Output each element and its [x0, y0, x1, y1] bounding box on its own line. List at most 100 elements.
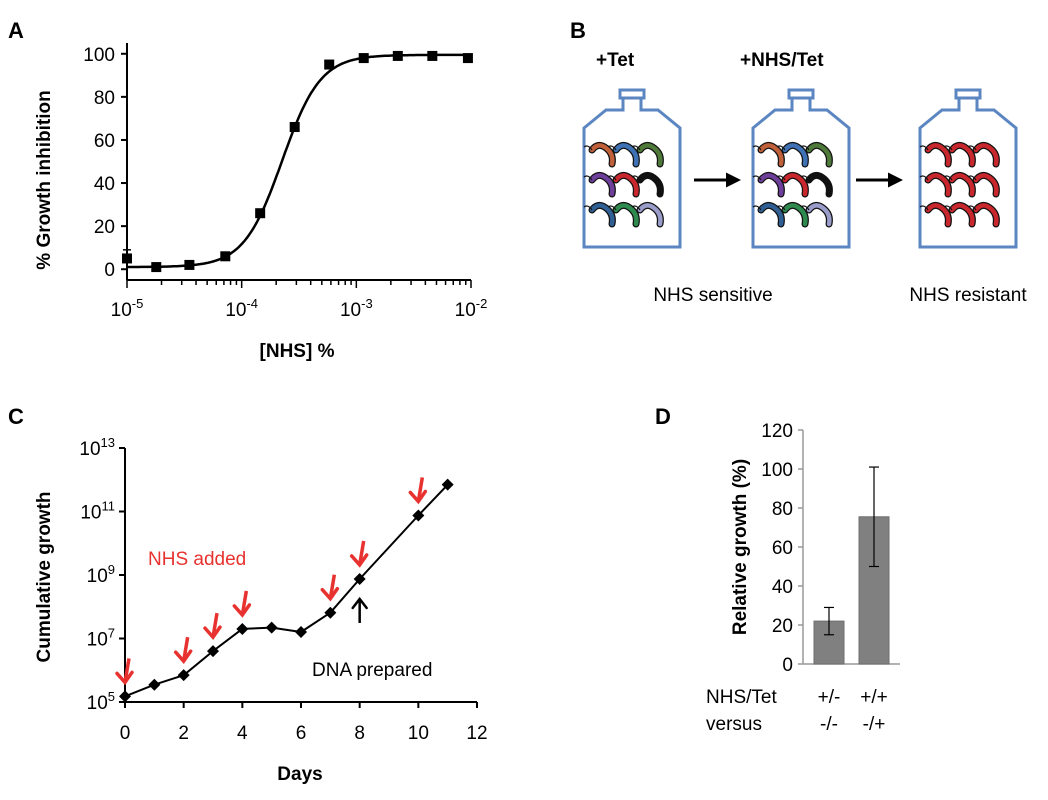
culture-bottle	[751, 88, 851, 249]
parasite-body	[637, 203, 663, 227]
panel-d-category-label: +/+	[860, 687, 887, 708]
panel-c-y-axis-title: Cumulative growth	[34, 491, 55, 662]
parasite-body	[758, 203, 784, 227]
panel-a-point	[392, 50, 403, 61]
parasite-flagellum	[919, 205, 929, 211]
parasite-flagellum	[583, 205, 593, 211]
panel-d-y-tick-label: 0	[782, 655, 793, 676]
parasite-flagellum	[631, 145, 641, 151]
parasite-flagellum	[776, 145, 786, 151]
culture-bottle	[918, 88, 1018, 249]
parasite-flagellum	[943, 205, 953, 211]
parasite-body	[613, 173, 639, 197]
parasite-body	[806, 143, 832, 167]
panel-a-point	[358, 53, 369, 64]
panel-c-point	[441, 478, 454, 491]
panel-d-y-tick-label: 40	[772, 577, 793, 598]
nhs-arrow	[320, 574, 340, 602]
parasite-flagellum	[752, 145, 762, 151]
dna-arrow-head	[351, 596, 368, 610]
panel-c: C Cumulative growth Days 0 2 4 6 8 10 12 105 107…	[8, 404, 488, 785]
panel-c-y-tick-label: 1011	[80, 499, 115, 524]
nhs-added-arrows	[115, 477, 428, 686]
panel-d-category-row-name: NHS/Tet	[706, 687, 777, 708]
parasite-flagellum	[631, 175, 641, 181]
nhs-arrow-head	[173, 649, 193, 664]
parasite-flagellum	[607, 175, 617, 181]
panel-d: D Relative growth (%) 0 20 40 60 80 100 120 NH…	[655, 404, 900, 735]
panel-d-category-label: +/-	[818, 687, 841, 708]
parasite-body	[925, 143, 951, 167]
panel-d-y-tick-label: 120	[761, 421, 793, 442]
nhs-arrow	[173, 636, 193, 664]
parasite-flagellum	[967, 205, 977, 211]
panel-a-x-tick-label: 10-2	[455, 296, 488, 321]
parasite-flagellum	[607, 205, 617, 211]
panel-c-point	[119, 690, 131, 703]
nhs-arrow-head	[115, 670, 134, 686]
panel-a-point	[151, 262, 162, 273]
panel-a-x-tick-label: 10-3	[340, 296, 373, 321]
parasite-flagellum	[607, 145, 617, 151]
caption-nhs-resistant: NHS resistant	[909, 285, 1027, 306]
nhs-arrow-head	[203, 625, 222, 640]
panel-c-x-tick-label: 2	[178, 723, 189, 744]
nhs-arrow-head	[349, 553, 369, 568]
bottle-outline	[918, 92, 1018, 249]
panel-c-ticks: 0 2 4 6 8 10 12 105 107 109 1011 1013	[79, 435, 487, 744]
parasite-flagellum	[631, 205, 641, 211]
panel-a-letter: A	[8, 18, 24, 43]
panel-a-fit-curve	[127, 53, 471, 269]
bottle-cap	[954, 88, 982, 100]
nhs-arrow	[408, 477, 428, 505]
parasite-body	[637, 143, 663, 167]
caption-nhs-sensitive: NHS sensitive	[653, 285, 772, 306]
panel-d-y-axis-title: Relative growth (%)	[730, 459, 751, 635]
panel-a-point	[220, 251, 231, 262]
panel-c-x-tick-label: 10	[408, 723, 429, 744]
panel-d-y-tick-label: 20	[772, 616, 793, 637]
parasite-body	[589, 143, 615, 167]
panel-a-point	[324, 59, 335, 70]
culture-bottles	[582, 88, 1018, 249]
panel-b: B +Tet +NHS/Tet NHS sensitive NHS resist…	[570, 18, 1027, 306]
parasite-body	[613, 143, 639, 167]
panel-c-x-tick-label: 0	[120, 723, 131, 744]
panel-c-x-tick-label: 4	[237, 723, 248, 744]
panel-a-point	[122, 253, 132, 264]
panel-a: A % Growth inhibition [NHS] % 0 20 40 60 80 1…	[8, 18, 487, 362]
parasite-body	[637, 173, 663, 197]
panel-d-letter: D	[655, 404, 671, 429]
panel-a-y-tick-label: 40	[94, 174, 115, 195]
panel-d-y-tick-label: 80	[772, 499, 793, 520]
bottle-outline	[751, 92, 851, 249]
parasite-body	[589, 173, 615, 197]
panel-a-y-tick-label: 0	[104, 260, 115, 281]
nhs-arrow-head	[232, 603, 252, 618]
stage-label-tet: +Tet	[596, 50, 635, 71]
parasite-body	[758, 173, 784, 197]
panel-c-point	[295, 626, 307, 639]
parasite-body	[589, 203, 615, 227]
panel-a-y-tick-label: 60	[94, 131, 115, 152]
panel-c-data-points	[119, 478, 454, 703]
panel-a-axes	[126, 43, 471, 281]
panel-c-x-tick-label: 8	[354, 723, 365, 744]
parasite-body	[925, 203, 951, 227]
parasite-flagellum	[800, 175, 810, 181]
panel-d-categories: NHS/Tet +/- +/+ versus -/- -/+	[706, 687, 888, 735]
parasite-body	[782, 173, 808, 197]
panel-d-bars	[813, 466, 890, 665]
parasite-flagellum	[776, 175, 786, 181]
culture-bottle	[582, 88, 682, 249]
parasite-body	[806, 173, 832, 197]
panel-d-y-tick-label: 100	[761, 460, 793, 481]
panel-a-point	[427, 50, 438, 61]
parasite-flagellum	[752, 175, 762, 181]
panel-c-x-axis-title: Days	[277, 764, 322, 785]
panel-c-point	[207, 645, 219, 658]
bottle-cap	[787, 88, 815, 100]
panel-c-point	[177, 669, 190, 682]
panel-a-ticks: 0 20 40 60 80 100 10-5 10-4 10-3 10-2	[83, 45, 487, 321]
parasite-body	[758, 143, 784, 167]
